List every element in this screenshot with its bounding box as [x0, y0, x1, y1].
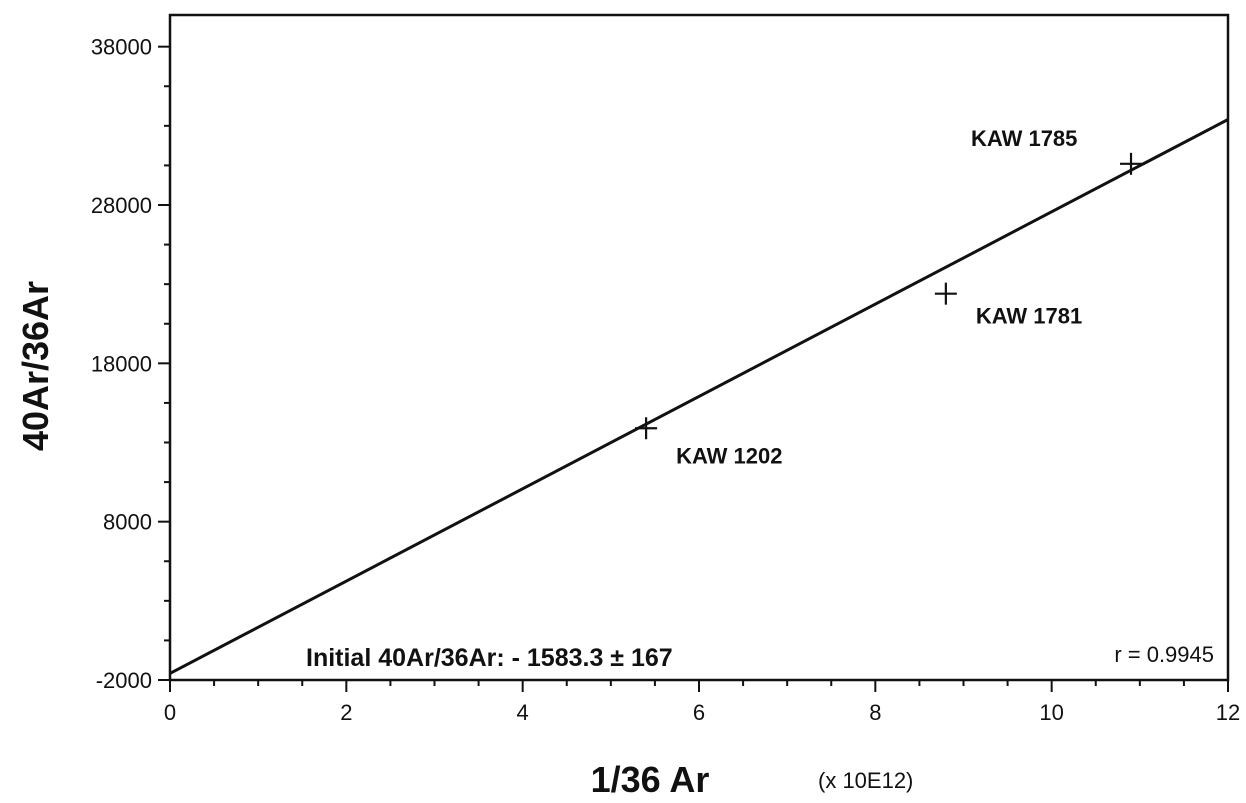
- point-label: KAW 1202: [676, 443, 782, 468]
- plot-frame: [168, 13, 1230, 682]
- correlation-annotation: r = 0.9945: [1114, 642, 1214, 667]
- y-axis-label: 40Ar/36Ar: [15, 281, 56, 451]
- y-tick-label: 18000: [91, 351, 152, 376]
- regression-line: [170, 118, 1228, 675]
- axes: 0 2 4 6 8 10 12 -2000 8000 18000 28000 38000: [91, 13, 1240, 725]
- x-axis-unit: (x 10E12): [818, 768, 913, 793]
- y-tick-label: 38000: [91, 35, 152, 60]
- x-tick-label: 4: [517, 700, 529, 725]
- point-label: KAW 1781: [976, 304, 1082, 329]
- x-tick-label: 10: [1039, 700, 1063, 725]
- x-axis-label: 1/36 Ar: [591, 759, 710, 800]
- data-point: KAW 1202: [635, 417, 782, 468]
- x-tick-label: 2: [340, 700, 352, 725]
- data-point: KAW 1785: [971, 126, 1143, 175]
- point-label: KAW 1785: [971, 126, 1077, 151]
- y-tick-label: -2000: [96, 668, 152, 693]
- x-tick-label: 6: [693, 700, 705, 725]
- y-tick-label: 8000: [103, 510, 152, 535]
- regression-line-group: [170, 118, 1228, 675]
- data-point: KAW 1781: [934, 282, 1082, 329]
- x-tick-label: 0: [164, 700, 176, 725]
- x-tick-label: 8: [869, 700, 881, 725]
- x-tick-label: 12: [1216, 700, 1240, 725]
- y-tick-label: 28000: [91, 193, 152, 218]
- initial-ratio-annotation: Initial 40Ar/36Ar: - 1583.3 ± 167: [306, 644, 673, 672]
- data-points: KAW 1202 KAW 1781 KAW 1785: [635, 126, 1143, 468]
